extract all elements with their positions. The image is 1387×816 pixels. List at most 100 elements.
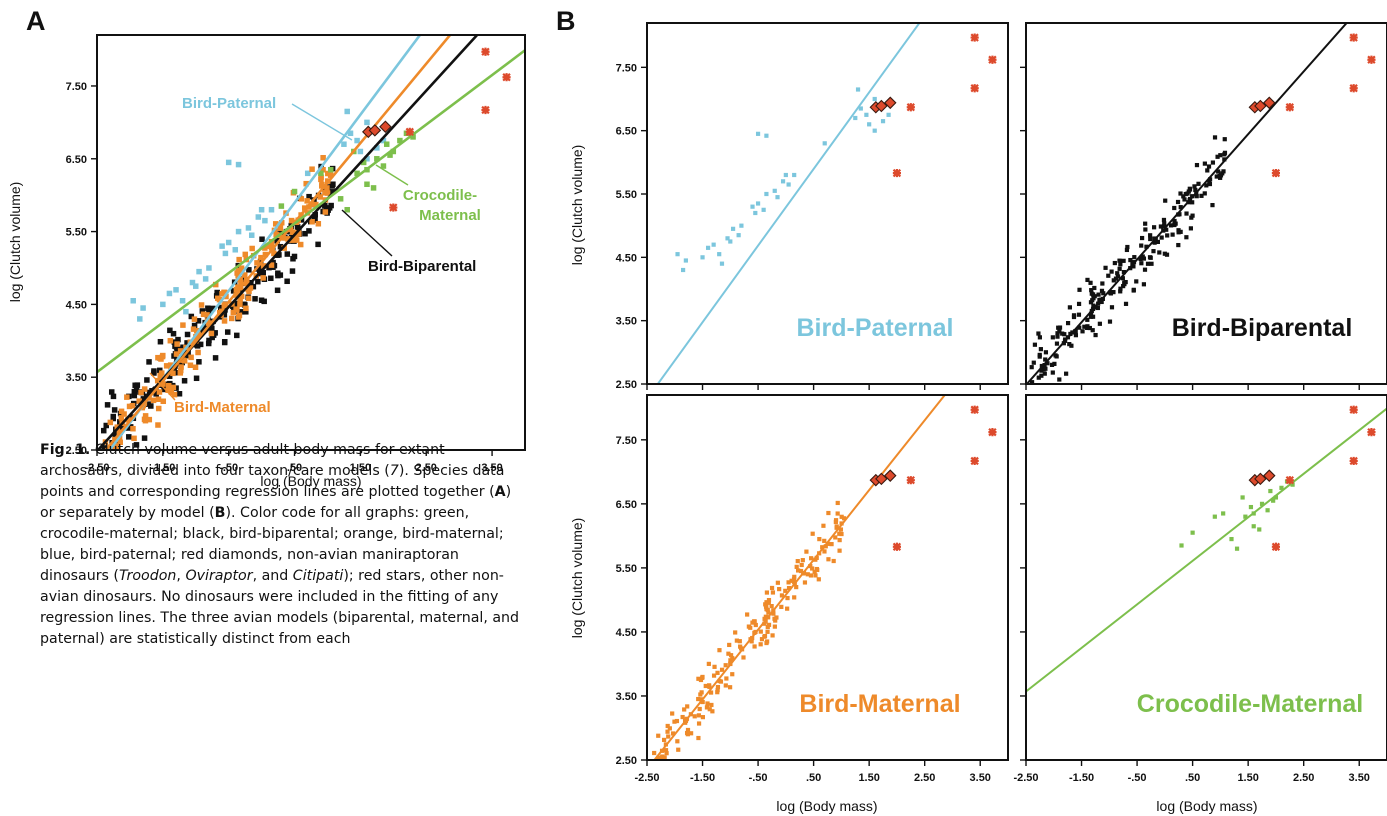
dinosaur-star [1367,427,1376,437]
data-point [1248,504,1254,510]
data-point [268,262,275,268]
data-point [1216,169,1221,174]
data-point [276,252,282,258]
data-point [794,585,799,590]
data-point [1202,191,1207,196]
data-point [1128,257,1133,263]
data-point [160,381,166,387]
data-point [711,673,717,678]
data-point [1073,328,1078,334]
data-point [306,193,312,200]
dinosaur-star [1349,84,1358,93]
data-point [284,278,290,285]
data-point [344,108,350,115]
data-point [271,262,278,269]
data-point [163,363,170,369]
data-point [1234,546,1240,551]
data-point [796,568,801,573]
data-point [212,355,219,361]
data-point [304,170,311,177]
data-point [258,254,264,261]
panel-letter-b: B [556,6,576,36]
dinosaur-star [988,55,997,64]
data-point [315,241,321,248]
data-point [820,545,825,550]
data-point [1210,203,1215,208]
data-point [200,311,207,318]
data-point [1151,249,1156,254]
data-point [709,702,714,708]
data-point [364,119,370,126]
data-point [214,289,220,296]
dinosaur-star [1271,542,1281,551]
y-tick-label: 5.50 [616,563,637,575]
dinosaur-star [481,47,490,56]
data-point [183,352,190,359]
x-tick-label: 2.50 [416,462,437,474]
data-point [728,658,733,663]
data-point [1069,343,1074,348]
data-point [197,341,204,348]
data-point [648,789,652,793]
data-point [252,296,258,302]
data-point [1050,335,1055,340]
data-point [347,130,354,137]
data-point [769,603,774,609]
data-point [1194,162,1200,168]
data-point [298,196,305,202]
leader-line [291,103,353,141]
data-point [1162,221,1167,226]
x-tick-label: 3.50 [481,462,502,474]
data-point [1147,255,1153,260]
data-point [835,511,840,516]
data-point [246,267,252,273]
plot-frame [1025,22,1387,385]
data-point [205,305,211,311]
data-point [1057,329,1062,334]
data-point [864,112,869,117]
data-point [663,748,669,753]
data-point [835,500,840,506]
data-point [245,295,252,302]
data-point [683,258,688,263]
data-point [1111,278,1116,283]
data-point [167,327,173,334]
data-point [275,270,281,276]
data-point [1092,285,1097,291]
data-point [325,170,331,177]
dinosaur-star [970,456,979,466]
data-point [248,232,255,238]
data-point [261,298,267,305]
data-point [737,639,742,644]
dinosaur-diamond [883,96,897,110]
data-point [354,170,360,177]
data-point [758,642,763,647]
data-point [785,606,790,611]
data-point [118,415,125,421]
data-point [1165,233,1170,238]
data-point [293,233,299,239]
data-point [319,183,325,189]
data-point [680,714,685,720]
data-point [277,225,284,232]
data-point [160,301,166,308]
x-tick-label: 1.50 [350,462,371,474]
data-point [699,697,704,702]
data-point [191,316,198,322]
data-point [1207,177,1213,182]
data-point [324,190,331,196]
y-tick-label: 2.50 [616,379,637,391]
data-point [273,231,279,238]
data-point [142,413,149,419]
data-point [1052,361,1057,366]
data-point [1080,329,1085,334]
data-point [841,516,847,521]
data-point [410,134,416,140]
data-point [1118,289,1123,294]
data-point [1229,536,1234,542]
data-point [260,275,266,281]
data-point [786,585,792,591]
dinosaur-star [1349,33,1358,42]
data-point [734,638,739,643]
data-point [235,314,242,320]
